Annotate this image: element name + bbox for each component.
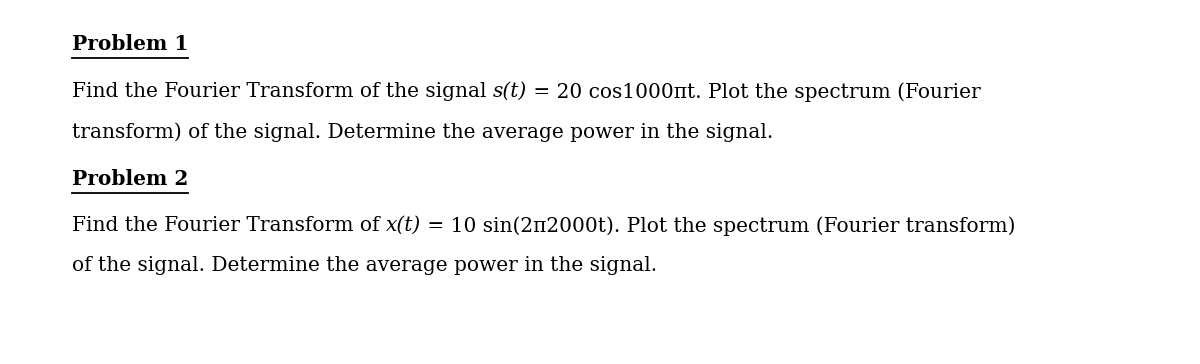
Text: transform) of the signal. Determine the average power in the signal.: transform) of the signal. Determine the …	[72, 122, 773, 142]
Text: Find the Fourier Transform of: Find the Fourier Transform of	[72, 216, 386, 235]
Text: Problem 1: Problem 1	[72, 34, 188, 54]
Text: = 10 sin(2π2000t). Plot the spectrum (Fourier transform): = 10 sin(2π2000t). Plot the spectrum (Fo…	[421, 216, 1015, 236]
Text: of the signal. Determine the average power in the signal.: of the signal. Determine the average pow…	[72, 256, 658, 275]
Text: s(t): s(t)	[493, 82, 527, 101]
Text: Problem 2: Problem 2	[72, 169, 188, 189]
Text: x(t): x(t)	[386, 216, 421, 235]
Text: = 20 cos1000πt. Plot the spectrum (Fourier: = 20 cos1000πt. Plot the spectrum (Fouri…	[527, 82, 980, 102]
Text: Find the Fourier Transform of the signal: Find the Fourier Transform of the signal	[72, 82, 493, 101]
